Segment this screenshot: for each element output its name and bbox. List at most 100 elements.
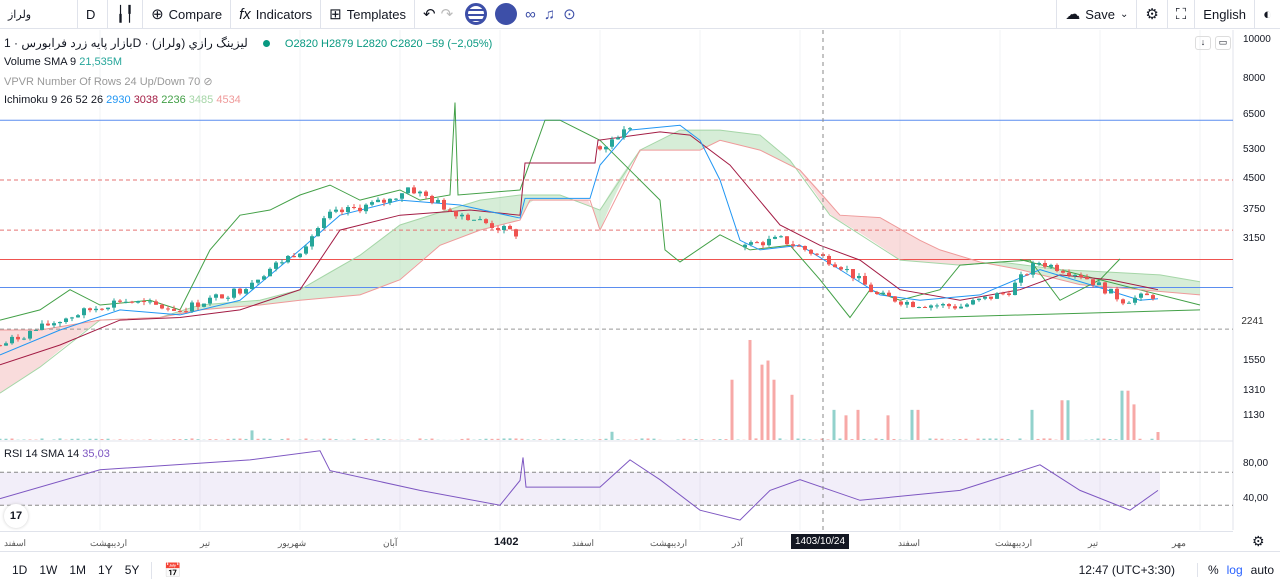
symbol-search[interactable]: ولراز	[0, 0, 78, 29]
volume-bar	[208, 439, 212, 440]
volume-bar	[562, 438, 566, 440]
candle-body	[833, 264, 837, 268]
auto-toggle[interactable]: auto	[1250, 563, 1274, 577]
candle-body	[316, 228, 320, 237]
candle-body	[466, 214, 470, 221]
volume-bar	[514, 438, 518, 440]
candle-body	[172, 308, 176, 311]
chevron-down-icon[interactable]: ⌄	[1119, 8, 1129, 20]
ichimoku-cloud-segment	[318, 275, 324, 299]
volume-bar	[214, 439, 218, 440]
candle-body	[286, 255, 290, 263]
candle-body	[118, 300, 122, 302]
candle-body	[995, 293, 999, 299]
time-label: آذر	[732, 538, 743, 548]
gear-icon: ⚙	[1145, 6, 1159, 23]
ichimoku-cloud-segment	[918, 239, 924, 263]
candle-body	[406, 187, 410, 194]
candle-body	[598, 146, 602, 150]
candle-body	[827, 255, 831, 265]
candle-body	[262, 276, 266, 280]
volume-bar	[748, 339, 752, 440]
chart-type-button[interactable]: ╽╿	[108, 0, 144, 29]
ichimoku-cloud-segment	[90, 320, 96, 328]
rsi-legend[interactable]: RSI 14 SMA 14 35,03	[4, 448, 110, 460]
candle-body	[935, 305, 939, 307]
ichimoku-cloud-segment	[330, 268, 336, 298]
pane-settings-icon[interactable]: ⚙	[1252, 533, 1265, 549]
ichimoku-cloud-segment	[1020, 264, 1026, 272]
rsi-band	[0, 472, 1160, 506]
candle-body	[1139, 293, 1143, 298]
compare-button[interactable]: ⊕ Compare	[143, 0, 232, 29]
templates-button[interactable]: ⊞ Templates	[321, 0, 415, 29]
binoculars-icon[interactable]: ∞	[525, 5, 536, 23]
vpvr-legend[interactable]: VPVR Number Of Rows 24 Up/Down 70 ⊘	[4, 75, 213, 88]
scroll-to-latest-button[interactable]: ↓	[1195, 36, 1211, 50]
time-axis[interactable]: اسفند اردیبهشت تیر شهریور آبان 1402 اسفن…	[0, 531, 1233, 551]
volume-bar	[40, 438, 44, 440]
ichimoku-cloud-segment	[1044, 267, 1050, 277]
ichimoku-cloud-segment	[738, 132, 744, 147]
range-1y[interactable]: 1Y	[98, 563, 113, 577]
candle-body	[869, 284, 873, 293]
candle-body	[1025, 274, 1029, 276]
range-1m[interactable]: 1M	[69, 563, 87, 577]
ichimoku-cloud-segment	[432, 212, 438, 252]
language-button[interactable]: English	[1195, 0, 1255, 29]
candle-body	[400, 193, 404, 199]
range-5y[interactable]: 5Y	[124, 563, 140, 577]
ichimoku-cloud-segment	[348, 258, 354, 296]
ichimoku-cloud-segment	[42, 328, 48, 366]
timezone-clock[interactable]: 12:47 (UTC+3:30)	[1078, 563, 1175, 577]
reset-scale-button[interactable]: ▭	[1215, 36, 1231, 50]
percent-toggle[interactable]: %	[1196, 563, 1219, 577]
candle-body	[472, 219, 476, 221]
ichimoku-legend[interactable]: Ichimoku 9 26 52 26 2930 3038 2236 3485 …	[4, 94, 241, 106]
rsi-line	[0, 450, 1159, 521]
tsetmc-icon[interactable]	[465, 3, 488, 25]
candle-body	[382, 199, 386, 203]
interval-button[interactable]: D	[78, 0, 108, 29]
ichimoku-cloud-segment	[546, 194, 552, 201]
settings-button[interactable]: ⚙	[1137, 0, 1168, 29]
volume-bar	[646, 438, 650, 440]
fullscreen-button[interactable]: ⛶	[1168, 0, 1196, 29]
volume-bar	[580, 439, 584, 440]
cloud-icon: ☁	[1065, 6, 1081, 23]
ichimoku-cloud-segment	[504, 196, 510, 224]
calendar-goto-icon[interactable]: 📅	[151, 561, 182, 579]
chart-canvas[interactable]	[0, 30, 1280, 530]
range-1d[interactable]: 1D	[12, 563, 28, 577]
volume-legend[interactable]: Volume SMA 9 21,535M	[4, 56, 122, 68]
ichimoku-chikou-line	[0, 102, 1121, 321]
candle-body	[388, 198, 392, 203]
bell-icon[interactable]: ♫	[543, 5, 556, 23]
ichimoku-cloud-segment	[840, 215, 846, 225]
range-1w[interactable]: 1W	[39, 563, 58, 577]
candle-body	[148, 301, 152, 303]
ichimoku-chikou-value: 2236	[161, 94, 186, 106]
candle-body	[1043, 262, 1047, 267]
low-value: L2820	[356, 38, 388, 50]
ichimoku-cloud-segment	[834, 207, 840, 221]
theme-toggle[interactable]: ◐	[1255, 0, 1280, 29]
redo-icon[interactable]: ↷	[440, 6, 454, 23]
ichimoku-tenkan-value: 2930	[106, 94, 131, 106]
save-button[interactable]: ☁ Save ⌄	[1056, 0, 1138, 29]
chart-area[interactable]: بازار پایه زرد فرابورس · 1D · ليزينگ راز…	[0, 30, 1280, 549]
volume-bar	[976, 438, 980, 440]
search-target-icon[interactable]: ⊙	[563, 6, 576, 23]
undo-icon[interactable]: ↶	[422, 6, 436, 23]
codal-icon[interactable]	[495, 3, 518, 25]
ichimoku-span-a-value: 3485	[188, 94, 214, 106]
ichimoku-cloud-segment	[48, 327, 54, 361]
volume-bar	[382, 439, 386, 440]
indicators-button[interactable]: fx Indicators	[231, 0, 322, 29]
candle-body	[1073, 274, 1077, 276]
ichimoku-cloud-segment	[1116, 272, 1122, 289]
candle-body	[10, 336, 14, 344]
log-toggle[interactable]: log	[1226, 563, 1243, 577]
ichimoku-cloud-segment	[444, 209, 450, 244]
eye-hidden-icon[interactable]: ⊘	[203, 76, 213, 88]
